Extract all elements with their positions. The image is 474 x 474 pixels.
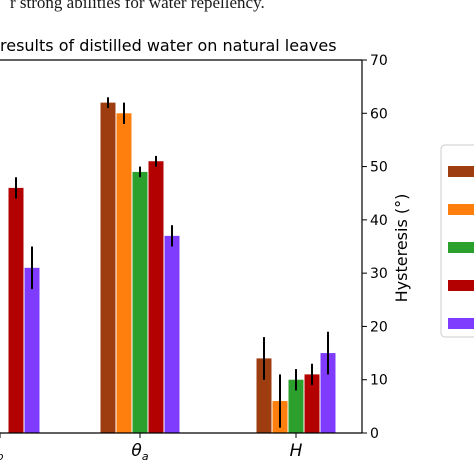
y-tick-label: 10 <box>370 373 388 389</box>
bar <box>320 353 336 433</box>
axes-layer <box>0 59 363 434</box>
bar <box>304 374 320 433</box>
chart-title: results of distilled water on natural le… <box>0 36 337 55</box>
bar <box>288 379 304 433</box>
bar <box>256 358 272 433</box>
bar <box>116 113 132 434</box>
y-tick-label: 20 <box>370 319 388 335</box>
legend-swatch <box>448 166 474 177</box>
bar <box>164 235 180 433</box>
caption-fragment: r strong abilities for water repellency. <box>10 0 265 12</box>
x-axis-ticks: p θa H <box>0 433 303 463</box>
y-tick-label: 40 <box>370 213 388 229</box>
y-tick-label: 50 <box>370 160 388 176</box>
y-axis-label: Hysteresis (°) <box>392 194 411 303</box>
y-tick-label: 60 <box>370 106 388 122</box>
legend-swatch <box>448 318 474 329</box>
error-bars-layer <box>15 97 329 428</box>
bar <box>148 161 164 433</box>
legend-swatch <box>448 204 474 215</box>
x-tick-label: H <box>290 441 303 461</box>
legend-swatch <box>448 242 474 253</box>
legend <box>440 144 474 338</box>
bar <box>132 171 148 433</box>
x-tick-label: p <box>0 450 4 463</box>
y-tick-label: 30 <box>370 266 388 282</box>
bar <box>8 187 24 433</box>
y-tick-label: 0 <box>370 426 379 442</box>
x-tick-label: θa <box>131 441 148 463</box>
bar <box>24 267 40 433</box>
y-tick-label: 70 <box>370 53 388 69</box>
y-axis-ticks: 0 10 20 30 40 50 60 70 <box>362 53 388 442</box>
bars-layer <box>8 102 336 434</box>
legend-swatch <box>448 280 474 291</box>
bar <box>100 102 116 433</box>
